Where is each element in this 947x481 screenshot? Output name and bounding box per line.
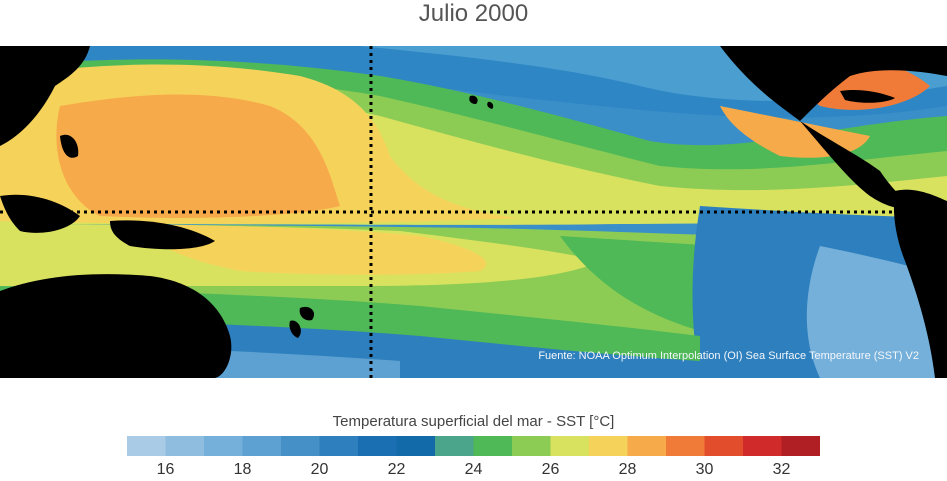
colorbar-swatch xyxy=(281,436,320,456)
colorbar-swatch xyxy=(628,436,667,456)
colorbar xyxy=(127,436,820,456)
colorbar-swatch xyxy=(127,436,166,456)
colorbar-tick-label: 16 xyxy=(157,461,175,479)
colorbar-label: Temperatura superficial del mar - SST [°… xyxy=(0,413,947,430)
sst-map xyxy=(0,46,947,378)
colorbar-svg xyxy=(127,436,820,456)
source-note: Fuente: NOAA Optimum Interpolation (OI) … xyxy=(538,350,919,362)
colorbar-swatch xyxy=(243,436,282,456)
colorbar-tick-label: 24 xyxy=(465,461,483,479)
colorbar-tick-label: 32 xyxy=(773,461,791,479)
colorbar-tick-label: 28 xyxy=(619,461,637,479)
colorbar-tick-label: 20 xyxy=(311,461,329,479)
colorbar-swatch xyxy=(474,436,513,456)
sst-map-svg xyxy=(0,46,947,378)
colorbar-swatch xyxy=(666,436,705,456)
colorbar-swatch xyxy=(551,436,590,456)
colorbar-swatch xyxy=(358,436,397,456)
colorbar-swatch xyxy=(589,436,628,456)
colorbar-swatch xyxy=(320,436,359,456)
map-title: Julio 2000 xyxy=(0,0,947,30)
colorbar-swatch xyxy=(166,436,205,456)
colorbar-tick-label: 22 xyxy=(388,461,406,479)
colorbar-swatch xyxy=(435,436,474,456)
colorbar-tick-label: 18 xyxy=(234,461,252,479)
colorbar-tick-label: 30 xyxy=(696,461,714,479)
colorbar-tick-label: 26 xyxy=(542,461,560,479)
colorbar-swatch xyxy=(512,436,551,456)
colorbar-swatch xyxy=(782,436,821,456)
colorbar-ticks: 16 18 20 22 24 26 28 30 32 xyxy=(127,461,820,481)
colorbar-swatch xyxy=(204,436,243,456)
colorbar-swatch xyxy=(743,436,782,456)
colorbar-swatch xyxy=(397,436,436,456)
colorbar-swatch xyxy=(705,436,744,456)
